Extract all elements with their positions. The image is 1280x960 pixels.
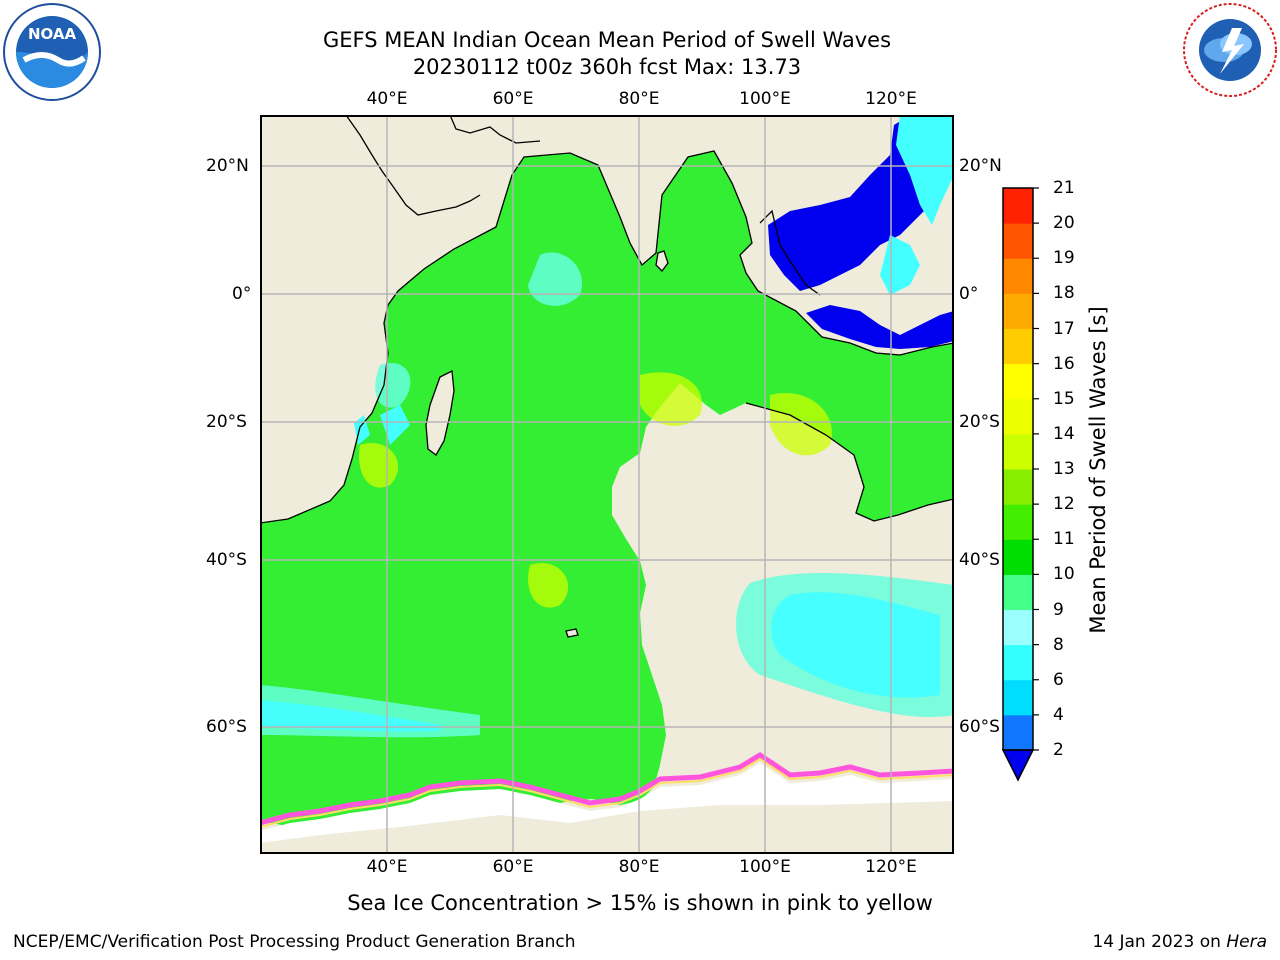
colorbar-swatch — [1003, 679, 1033, 716]
indian-ocean — [260, 151, 954, 837]
colorbar-tick-label: 15 — [1053, 388, 1075, 409]
nws-logo — [1183, 3, 1277, 97]
lon-label-top-100e: 100°E — [739, 89, 791, 109]
colorbar-tick-label: 12 — [1053, 494, 1075, 515]
colorbar-tick-label: 9 — [1053, 599, 1064, 620]
colorbar-tick-label: 11 — [1053, 529, 1075, 550]
colorbar-tick-label: 18 — [1053, 283, 1075, 304]
lat-label-left-0: 0° — [232, 284, 252, 304]
colorbar-swatch — [1003, 433, 1033, 470]
colorbar-swatch — [1003, 363, 1033, 400]
colorbar-swatch — [1003, 223, 1033, 259]
lon-label-bottom-60e: 60°E — [492, 857, 534, 877]
lat-label-right-20n: 20°N — [959, 156, 1002, 176]
noaa-logo: NOAA — [3, 3, 101, 101]
chart-subtitle: 20230112 t00z 360h fcst Max: 13.73 — [412, 55, 802, 79]
sea-ice-note: Sea Ice Concentration > 15% is shown in … — [347, 891, 933, 915]
lon-label-bottom-80e: 80°E — [618, 857, 660, 877]
colorbar-swatch — [1003, 469, 1033, 505]
lat-label-right-20s: 20°S — [959, 412, 1000, 432]
colorbar-underflow — [1001, 749, 1035, 782]
colorbar-tick-label: 20 — [1053, 213, 1075, 234]
lat-label-left-60s: 60°S — [206, 717, 247, 737]
footer-credit: NCEP/EMC/Verification Post Processing Pr… — [13, 932, 576, 952]
colorbar-tick-label: 19 — [1053, 248, 1075, 269]
colorbar-swatch — [1003, 258, 1033, 294]
colorbar-tick-label: 16 — [1053, 353, 1075, 374]
colorbar-tick-label: 13 — [1053, 459, 1075, 479]
colorbar-tick-label: 8 — [1053, 634, 1064, 655]
colorbar-swatch — [1003, 714, 1033, 751]
lat-label-left-40s: 40°S — [206, 550, 247, 570]
madagascar — [425, 369, 455, 456]
colorbar-swatch — [1003, 293, 1033, 329]
lon-label-bottom-100e: 100°E — [739, 857, 791, 877]
colorbar-tick-label: 14 — [1053, 423, 1075, 444]
sea-ice-edge — [260, 752, 954, 826]
colorbar-swatch — [1003, 539, 1033, 575]
lat-label-left-20s: 20°S — [206, 412, 247, 432]
colorbar-title: Mean Period of Swell Waves [s] — [1086, 306, 1110, 634]
colorbar-swatch — [1003, 188, 1033, 224]
lat-label-left-20n: 20°N — [206, 156, 249, 176]
lat-label-right-0: 0° — [959, 284, 979, 304]
colorbar-swatch — [1003, 609, 1033, 646]
colorbar-tick-label: 2 — [1053, 740, 1064, 760]
colorbar-swatch — [1003, 398, 1033, 435]
chart-title: GEFS MEAN Indian Ocean Mean Period of Sw… — [322, 28, 892, 52]
lon-label-bottom-40e: 40°E — [366, 857, 408, 877]
colorbar-swatch — [1003, 504, 1033, 540]
lon-label-top-40e: 40°E — [366, 89, 408, 109]
lon-label-top-80e: 80°E — [618, 89, 660, 109]
colorbar — [1001, 187, 1039, 782]
lon-label-top-60e: 60°E — [492, 89, 534, 109]
footer-host: Hera — [1226, 932, 1267, 952]
lon-label-top-120e: 120°E — [865, 89, 917, 109]
lat-label-right-60s: 60°S — [959, 717, 1000, 737]
colorbar-tick-label: 6 — [1053, 669, 1064, 690]
colorbar-swatch — [1003, 574, 1033, 610]
colorbar-tick-label: 17 — [1053, 318, 1075, 339]
colorbar-tick-label: 21 — [1053, 178, 1075, 198]
sri-lanka — [655, 250, 669, 272]
colorbar-swatch — [1003, 328, 1033, 365]
footer-date-text: 14 Jan 2023 on — [1092, 932, 1227, 952]
noaa-logo-text: NOAA — [28, 25, 77, 43]
map-panel — [260, 115, 954, 854]
colorbar-tick-label: 10 — [1053, 564, 1075, 585]
lon-label-bottom-120e: 120°E — [865, 857, 917, 877]
colorbar-swatch — [1003, 644, 1033, 681]
footer-date: 14 Jan 2023 on Hera — [1092, 932, 1267, 952]
lat-label-right-40s: 40°S — [959, 550, 1000, 570]
colorbar-tick-label: 4 — [1053, 704, 1064, 725]
